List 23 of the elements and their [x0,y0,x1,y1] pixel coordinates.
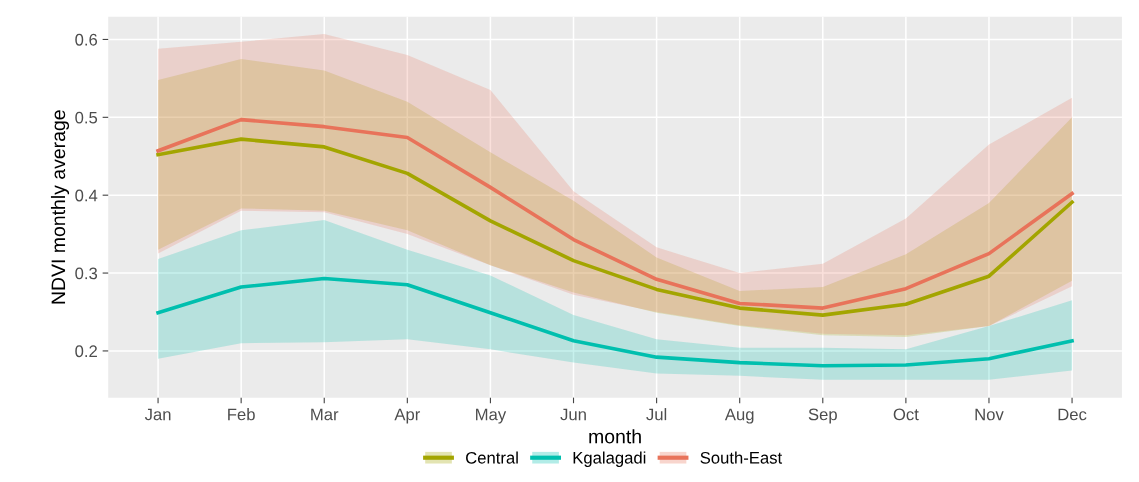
x-tick-label: Mar [311,408,339,421]
y-tick-label: 0.4 [75,189,98,202]
x-tick-label: Aug [724,408,754,424]
x-tick-label: May [476,408,507,424]
x-tick-label: Sep [808,408,837,424]
y-tick-label: 0.5 [75,111,98,124]
x-tick-label: Jan [144,408,171,421]
x-tick-label: Dec [1058,408,1087,421]
x-axis-title: month [589,429,641,444]
x-tick-label: Nov [975,408,1004,421]
x-tick-label: Apr [394,408,421,424]
x-tick-label: Oct [893,408,919,421]
y-tick-label: 0.6 [75,33,98,46]
legend-label: Kgalagadi [573,451,646,467]
line-series [156,276,1074,368]
x-tick-label: Jul [646,408,667,421]
y-axis-title: NDVI monthly average [50,110,70,304]
legend-label: South-East [700,451,783,464]
y-tick-label: 0.3 [75,267,98,280]
x-tick-label: Jun [560,408,586,421]
x-tick-label: Feb [228,408,255,421]
y-tick-label: 0.2 [75,345,97,358]
legend-label: Central [466,451,518,464]
